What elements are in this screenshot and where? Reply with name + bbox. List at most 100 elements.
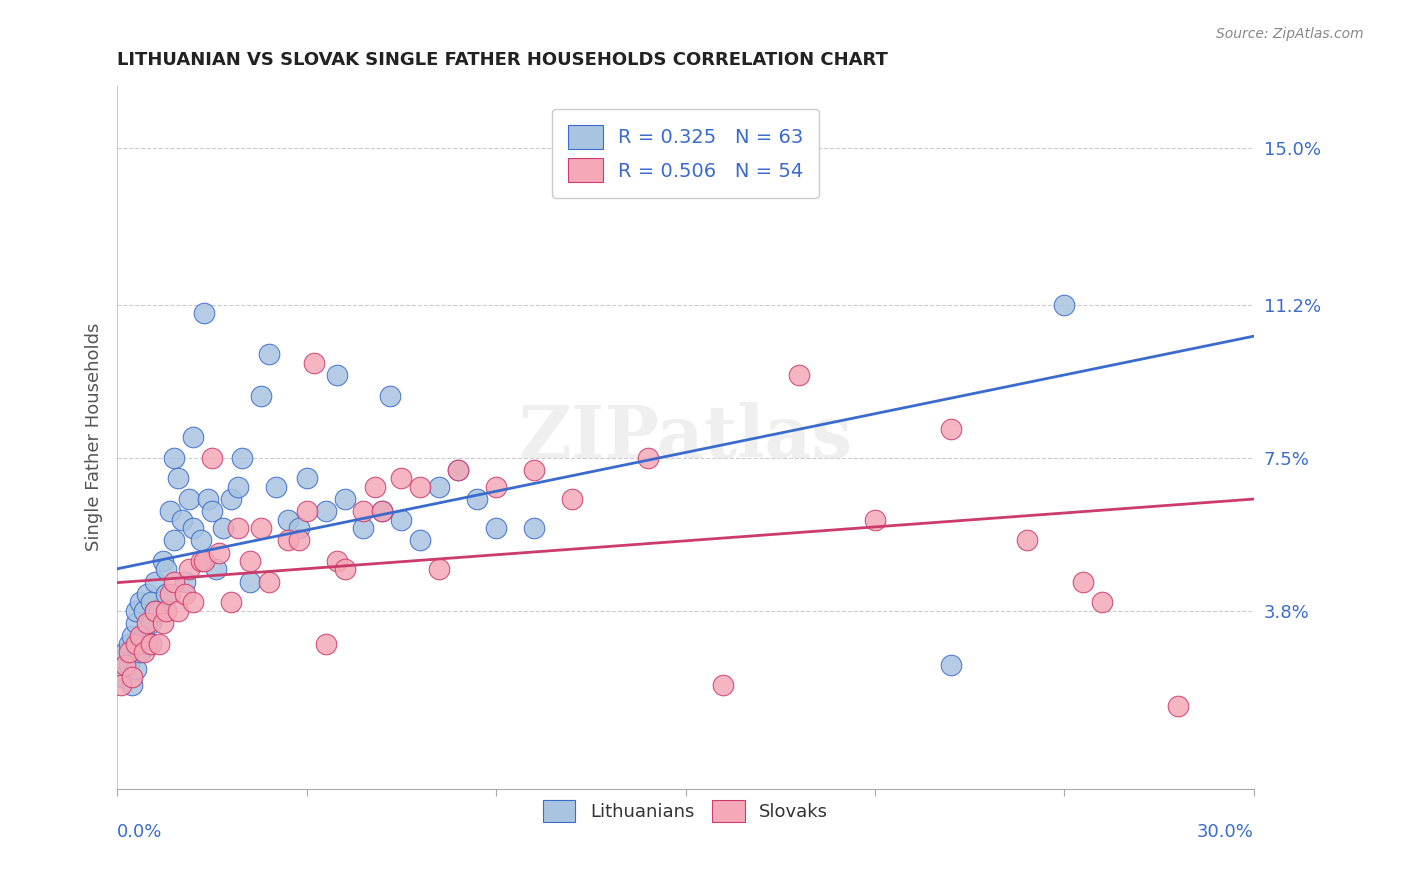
Point [208,546,231,560]
Point [179,492,201,507]
Point [427,562,450,576]
Point [117,657,139,672]
Point [129,595,152,609]
Point [353,521,375,535]
Point [219,595,242,609]
Point [295,504,318,518]
Point [181,521,204,535]
Point [787,368,810,382]
Point [141,595,163,609]
Point [163,533,186,548]
Point [371,504,394,518]
Point [427,480,450,494]
Point [125,604,148,618]
Point [257,347,280,361]
Point [326,368,349,382]
Point [155,587,177,601]
Y-axis label: Single Father Households: Single Father Households [86,323,103,551]
Point [125,637,148,651]
Point [141,616,163,631]
Point [114,645,136,659]
Point [132,604,155,618]
Point [181,595,204,609]
Point [179,562,201,576]
Point [1053,298,1076,312]
Point [939,657,962,672]
Point [121,629,143,643]
Point [389,471,412,485]
Point [114,657,136,672]
Point [257,574,280,589]
Point [152,554,174,568]
Point [250,389,273,403]
Point [197,492,219,507]
Point [250,521,273,535]
Point [193,306,215,320]
Point [117,637,139,651]
Text: LITHUANIAN VS SLOVAK SINGLE FATHER HOUSEHOLDS CORRELATION CHART: LITHUANIAN VS SLOVAK SINGLE FATHER HOUSE… [117,51,889,69]
Point [166,604,188,618]
Point [378,389,401,403]
Point [166,471,188,485]
Point [485,480,508,494]
Point [125,662,148,676]
Point [125,616,148,631]
Point [409,533,432,548]
Point [143,604,166,618]
Point [371,504,394,518]
Text: ZIPatlas: ZIPatlas [519,401,852,473]
Point [110,670,132,684]
Point [523,463,546,477]
Point [148,637,170,651]
Point [561,492,583,507]
Point [117,645,139,659]
Point [333,492,356,507]
Point [863,513,886,527]
Point [239,574,262,589]
Text: 0.0%: 0.0% [117,823,163,841]
Point [353,504,375,518]
Point [1073,574,1095,589]
Point [152,616,174,631]
Point [713,678,735,692]
Point [129,645,152,659]
Point [110,678,132,692]
Point [228,480,250,494]
Text: 30.0%: 30.0% [1197,823,1254,841]
Point [163,450,186,465]
Point [155,562,177,576]
Point [277,533,299,548]
Point [326,554,349,568]
Point [315,504,337,518]
Point [219,492,242,507]
Point [277,513,299,527]
Point [364,480,387,494]
Point [121,678,143,692]
Point [302,356,325,370]
Point [170,513,193,527]
Point [121,670,143,684]
Point [132,645,155,659]
Point [389,513,412,527]
Point [295,471,318,485]
Point [132,629,155,643]
Point [155,604,177,618]
Point [1091,595,1114,609]
Text: Source: ZipAtlas.com: Source: ZipAtlas.com [1216,27,1364,41]
Point [939,422,962,436]
Point [159,504,181,518]
Point [212,521,235,535]
Point [143,574,166,589]
Point [190,554,212,568]
Point [136,587,159,601]
Point [193,554,215,568]
Point [465,492,488,507]
Point [315,637,337,651]
Point [523,521,546,535]
Point [141,637,163,651]
Point [409,480,432,494]
Point [1015,533,1038,548]
Point [204,562,226,576]
Point [181,430,204,444]
Point [129,629,152,643]
